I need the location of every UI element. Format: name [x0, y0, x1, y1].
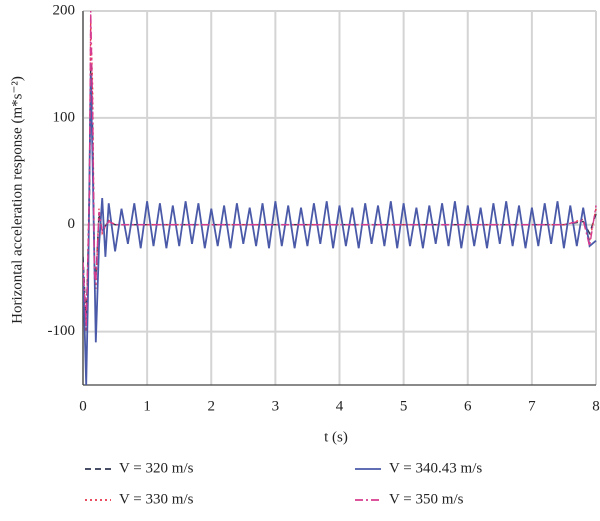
y-tick-label: 0: [68, 216, 76, 232]
x-axis-label: t (s): [324, 429, 348, 445]
x-tick-label: 3: [272, 398, 280, 414]
legend-label: V = 340.43 m/s: [389, 460, 482, 476]
x-tick-label: 7: [528, 398, 536, 414]
legend-label: V = 350 m/s: [389, 491, 464, 507]
y-tick-label: -100: [48, 323, 76, 339]
y-axis-label: Horizontal acceleration response (m*s⁻²): [9, 76, 25, 324]
x-tick-label: 5: [400, 398, 408, 414]
legend-label: V = 320 m/s: [119, 460, 194, 476]
x-tick-label: 6: [464, 398, 472, 414]
x-tick-label: 1: [143, 398, 151, 414]
y-tick-label: 200: [53, 2, 76, 18]
x-tick-label: 2: [208, 398, 216, 414]
legend-label: V = 330 m/s: [119, 491, 194, 507]
plot-area: [83, 11, 597, 386]
x-tick-label: 4: [336, 398, 344, 414]
x-tick-label: 8: [592, 398, 600, 414]
y-tick-label: 100: [53, 109, 76, 125]
data-line: [83, 75, 597, 386]
x-tick-label: 0: [79, 398, 87, 414]
